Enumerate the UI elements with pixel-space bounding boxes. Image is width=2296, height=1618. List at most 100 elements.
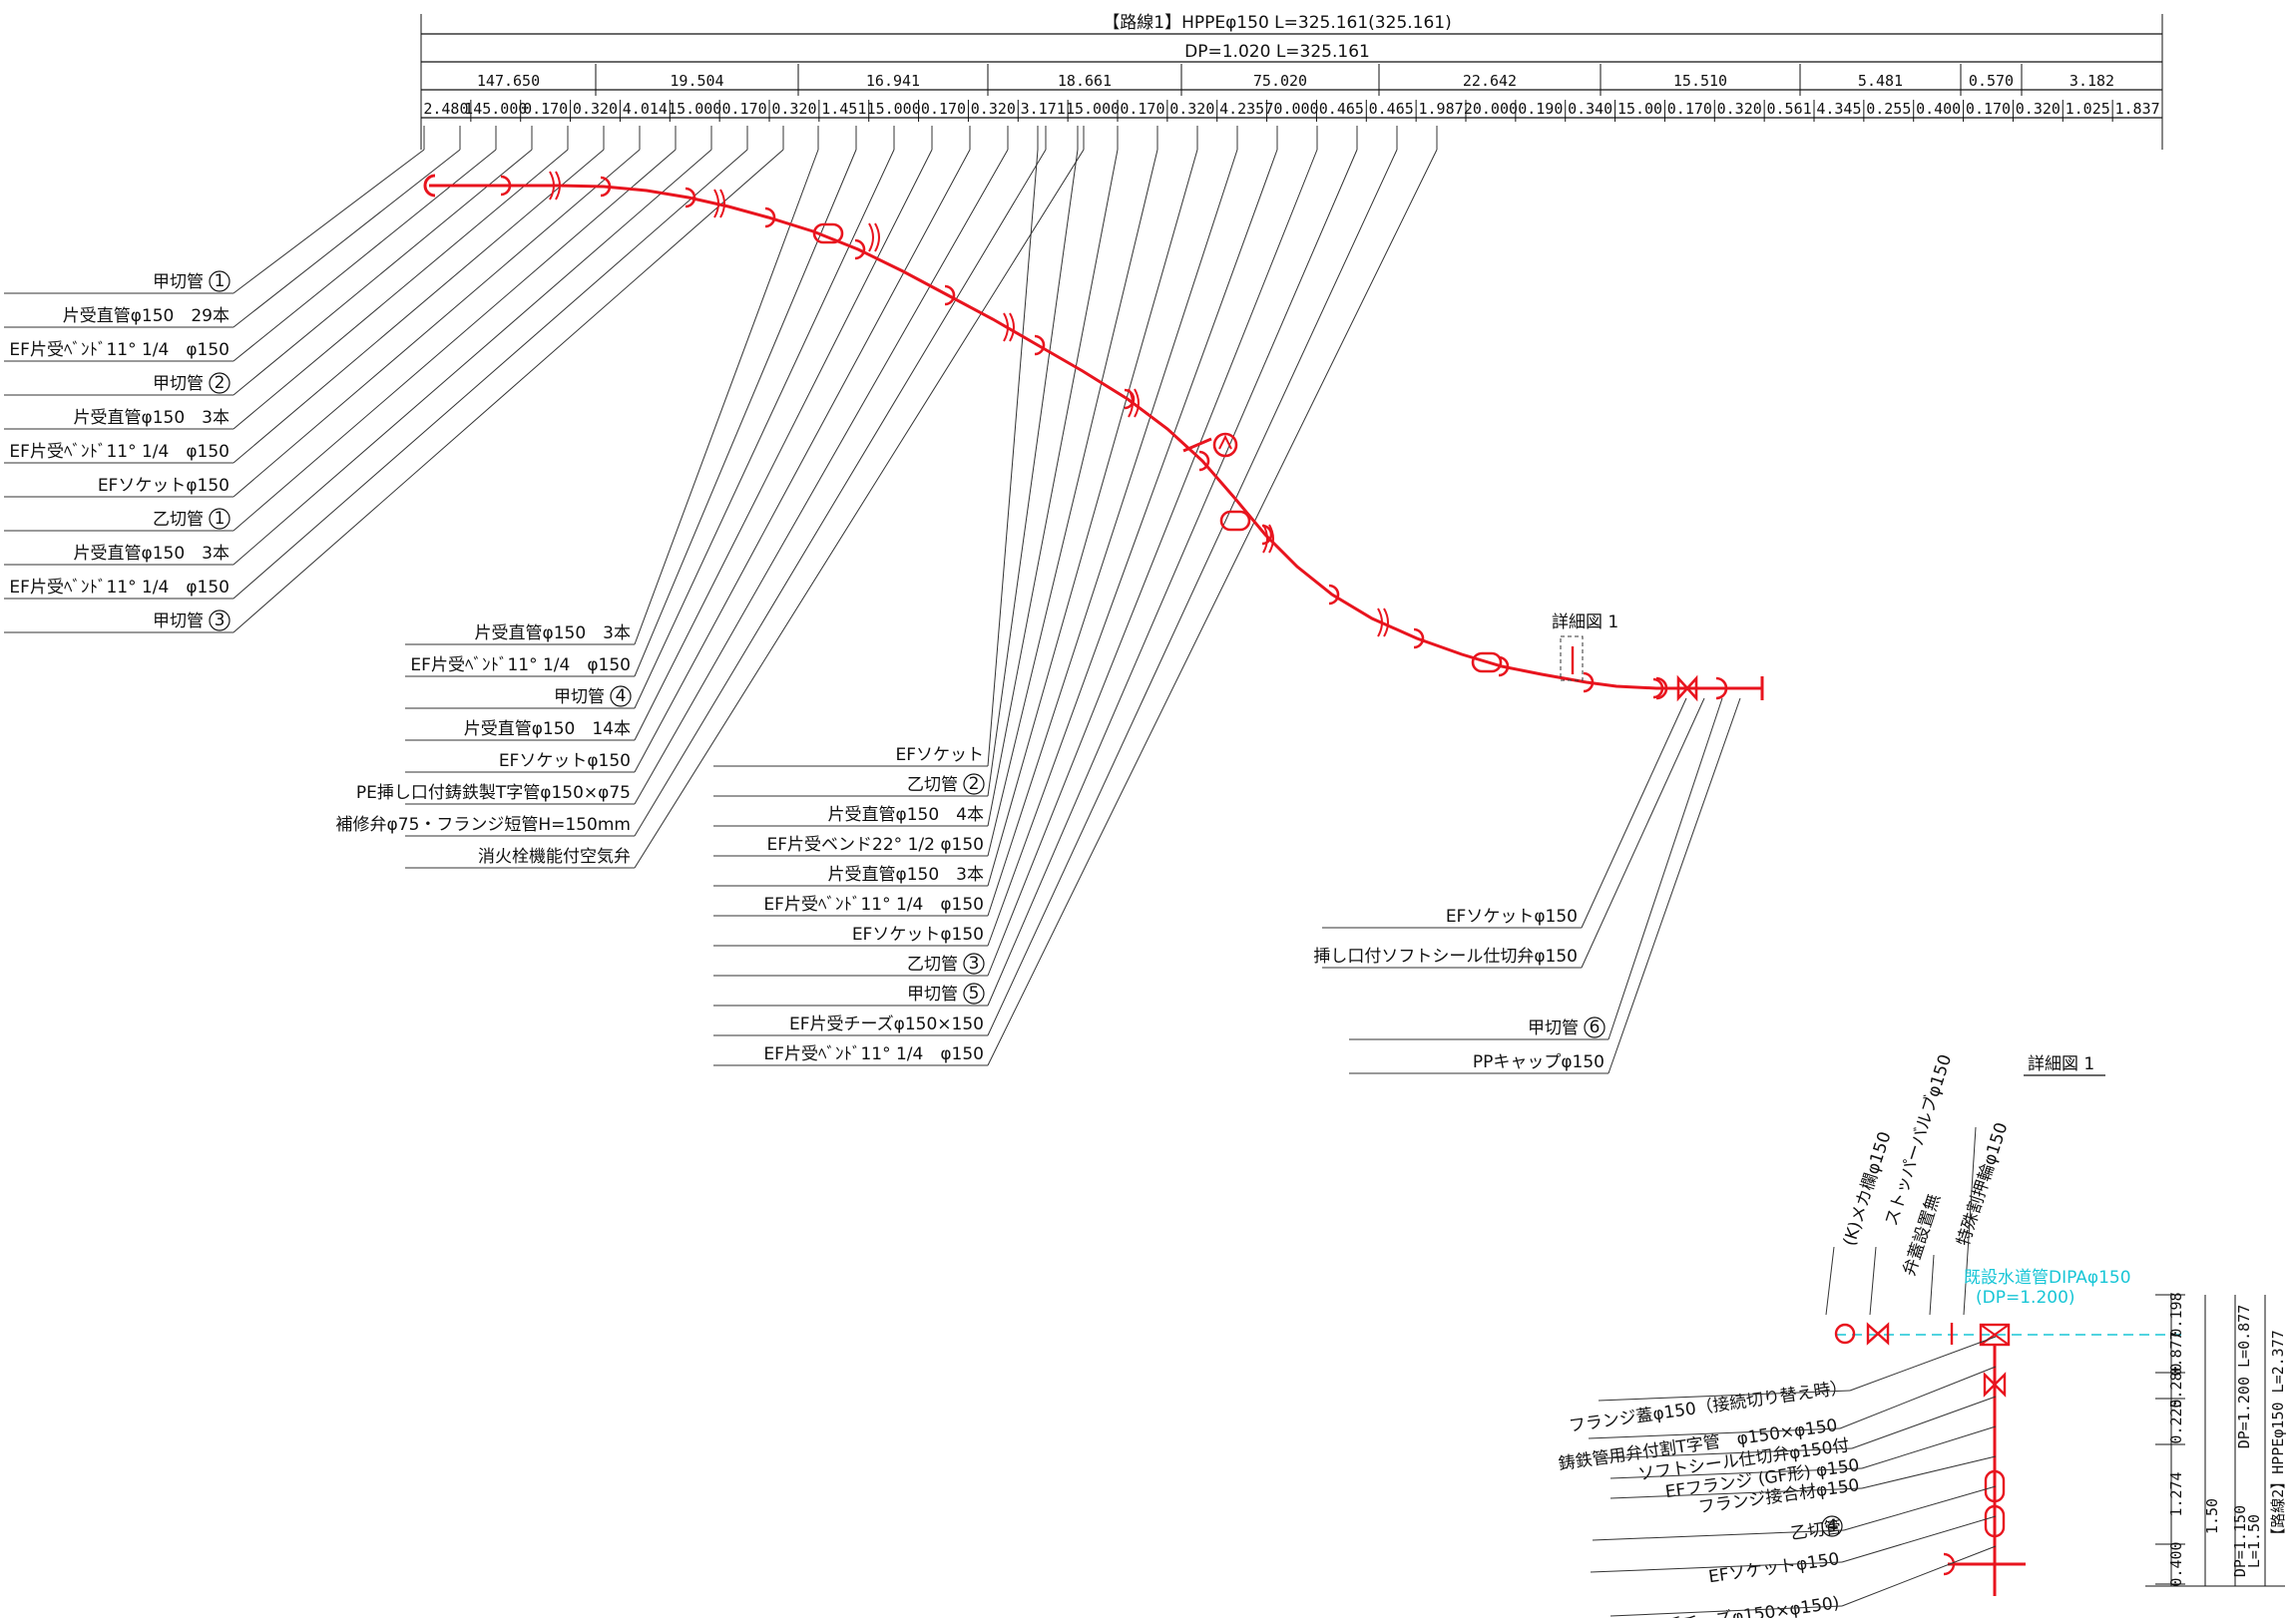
stopper-valve-mark (1866, 1322, 1890, 1346)
number-label: 1 (215, 509, 226, 529)
air-valve-mark (1212, 432, 1238, 458)
leader-line (232, 149, 497, 362)
piece-length: 0.170 (1120, 100, 1164, 118)
label-underline (1609, 1487, 1863, 1499)
piece-length: 0.320 (1717, 100, 1762, 118)
detail-dim: 0.877 (2167, 1331, 2185, 1376)
segment-length: 3.182 (2069, 72, 2114, 90)
piece-length: 0.190 (1518, 100, 1563, 118)
pipeline (423, 171, 1764, 702)
detail-title: 詳細図 1 (2028, 1054, 2094, 1074)
leader-line (634, 149, 857, 677)
flange-mark (1834, 1323, 1856, 1345)
air-valve-mark (1218, 434, 1232, 450)
piece-length: 0.170 (721, 100, 766, 118)
number-circle (1821, 1515, 1843, 1537)
bend-mark (874, 222, 880, 252)
leader-line (1929, 1254, 1935, 1316)
leader-line (232, 149, 425, 294)
piece-length: 145.000 (464, 100, 527, 118)
number-label: 4 (616, 686, 627, 706)
piece-length: 0.320 (573, 100, 618, 118)
number-circle (610, 685, 632, 707)
fitting-center-label: EF片受ベンド22° 1/2 φ150 (767, 835, 984, 855)
route2-title: 【路線2】HPPEφ150 L=2.377 (2269, 1330, 2287, 1543)
label-underline (1590, 1561, 1843, 1573)
fitting-mid-label: 補修弁φ75・フランジ短管H=150mm (336, 815, 631, 835)
joint-mark (600, 176, 612, 198)
piece-length: 2.480 (423, 100, 468, 118)
leader-line (232, 149, 712, 566)
fitting-left-label: EF片受ﾍﾞﾝﾄﾞ11° 1/4 φ150 (9, 578, 230, 598)
leader-line (987, 149, 1278, 947)
segment-length: 16.941 (866, 72, 920, 90)
leader-line (1841, 1515, 1997, 1563)
fitting-left-label: EF片受ﾍﾞﾝﾄﾞ11° 1/4 φ150 (9, 340, 230, 360)
detail-dim: 1.274 (2167, 1471, 2185, 1516)
segment-length: 147.650 (477, 72, 540, 90)
piece-length: 15.000 (867, 100, 921, 118)
fitting-mid-label: PE挿し口付鋳鉄製T字管φ150×φ75 (356, 783, 631, 803)
joint-mark (1328, 584, 1340, 606)
piece-length: 0.400 (1916, 100, 1961, 118)
fitting-mid-label: EFソケットφ150 (499, 751, 631, 771)
fitting-mid-label: 片受直管φ150 14本 (464, 719, 631, 739)
fitting-center-label: EF片受ﾍﾞﾝﾄﾞ11° 1/4 φ150 (763, 895, 984, 915)
leader-line (232, 149, 605, 464)
leader-line (987, 149, 1119, 827)
number-label: 5 (969, 984, 980, 1004)
bend-mark (1268, 524, 1274, 554)
dimension-header: 147.650 19.504 16.941 18.661 75.020 22.642 15.… (420, 14, 2163, 150)
tee-branch (1182, 437, 1212, 453)
leader-line (987, 149, 1398, 1036)
leader-line (987, 149, 1198, 887)
detail-dim: 1.50 (2203, 1498, 2221, 1534)
piece-length: 0.561 (1766, 100, 1811, 118)
leader-line (232, 149, 748, 600)
leader-line (1849, 1336, 1997, 1392)
route1-title: 【路線1】HPPEφ150 L=325.161(325.161) (1103, 13, 1452, 33)
leader-line (634, 149, 895, 709)
segment-length: 75.020 (1253, 72, 1307, 90)
fitting-left-label: 甲切管 (153, 272, 204, 292)
fitting-mid-label: 片受直管φ150 3本 (475, 623, 631, 643)
leader-line (232, 149, 569, 430)
fitting-left-label: EF片受ﾍﾞﾝﾄﾞ11° 1/4 φ150 (9, 442, 230, 462)
fitting-left-label: 片受直管φ150 3本 (74, 544, 230, 564)
piece-length: 0.320 (1169, 100, 1214, 118)
bend-mark (719, 189, 725, 218)
tee-mark (1980, 1324, 2010, 1346)
segment-length: 18.661 (1058, 72, 1112, 90)
bend-mark (1128, 388, 1134, 418)
label-underline (1609, 1467, 1863, 1479)
piece-length: 0.465 (1319, 100, 1364, 118)
piece-length: 15.000 (1066, 100, 1120, 118)
piece-length: 0.255 (1866, 100, 1911, 118)
joint-mark (685, 187, 696, 208)
detail-dim: 0.280 (2167, 1363, 2185, 1408)
joint-mark (500, 175, 512, 197)
segment-length: 5.481 (1858, 72, 1903, 90)
start-cap (423, 174, 436, 198)
number-circle (1584, 1016, 1606, 1038)
route1-depth: DP=1.020 L=325.161 (1184, 42, 1370, 62)
label-underline (1609, 1605, 1843, 1617)
bend-mark (713, 189, 719, 218)
piece-length: 0.170 (523, 100, 568, 118)
detail-depth: DP=1.150 (2231, 1505, 2249, 1577)
leader-line (1825, 1246, 1835, 1316)
bend-mark (549, 171, 555, 201)
fitting-left-label: 乙切管 (153, 510, 204, 530)
leader-line (1861, 1425, 1997, 1469)
bend-mark (555, 171, 561, 201)
leader-lines (4, 126, 1741, 1074)
label-underline (1600, 1447, 1853, 1459)
detail-dim: 0.225 (2167, 1399, 2185, 1443)
socket-mark (1984, 1504, 2006, 1538)
joint-mark (1124, 388, 1136, 410)
piece-length: 0.320 (771, 100, 816, 118)
number-label: 6 (1590, 1017, 1601, 1037)
piece-length: 1.451 (821, 100, 866, 118)
leader-line (987, 149, 1438, 1066)
